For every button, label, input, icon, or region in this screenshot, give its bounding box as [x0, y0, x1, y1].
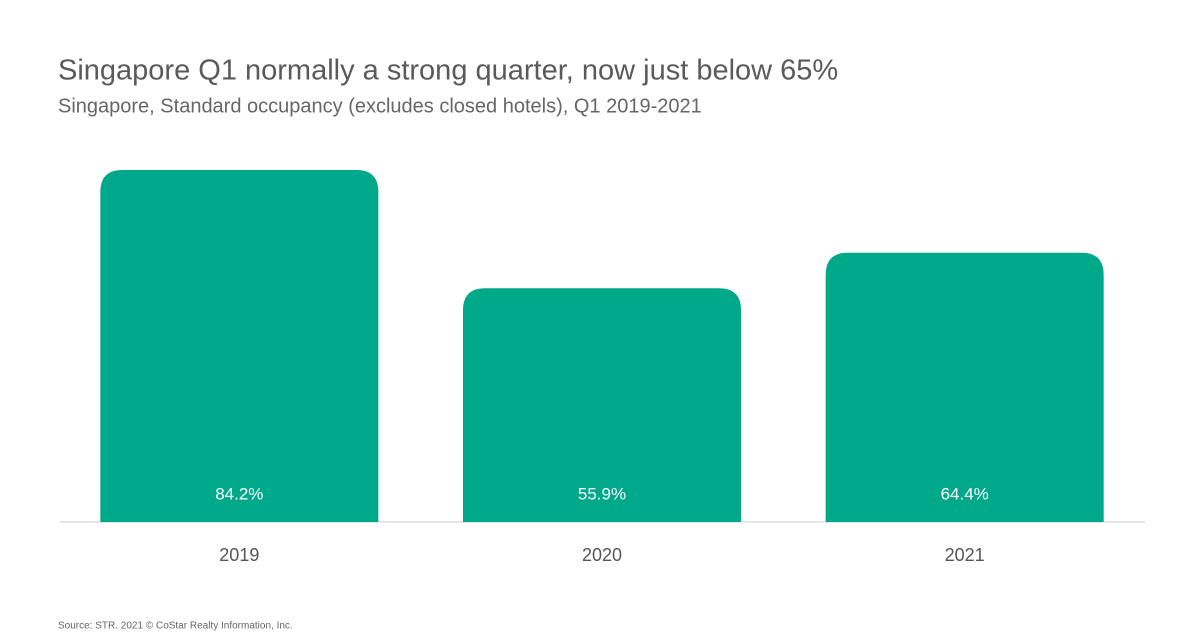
bar	[825, 252, 1104, 522]
value-label: 55.9%	[578, 484, 626, 503]
source-note: Source: STR. 2021 © CoStar Realty Inform…	[58, 621, 293, 632]
value-label: 84.2%	[215, 484, 263, 503]
chart-title: Singapore Q1 normally a strong quarter, …	[58, 55, 838, 87]
chart-subtitle: Singapore, Standard occupancy (excludes …	[58, 95, 702, 117]
bar	[100, 170, 379, 522]
value-label: 64.4%	[941, 484, 989, 503]
x-tick-label: 2020	[582, 545, 622, 565]
x-tick-label: 2019	[219, 545, 259, 565]
x-tick-label: 2021	[945, 545, 985, 565]
bar	[463, 288, 741, 522]
